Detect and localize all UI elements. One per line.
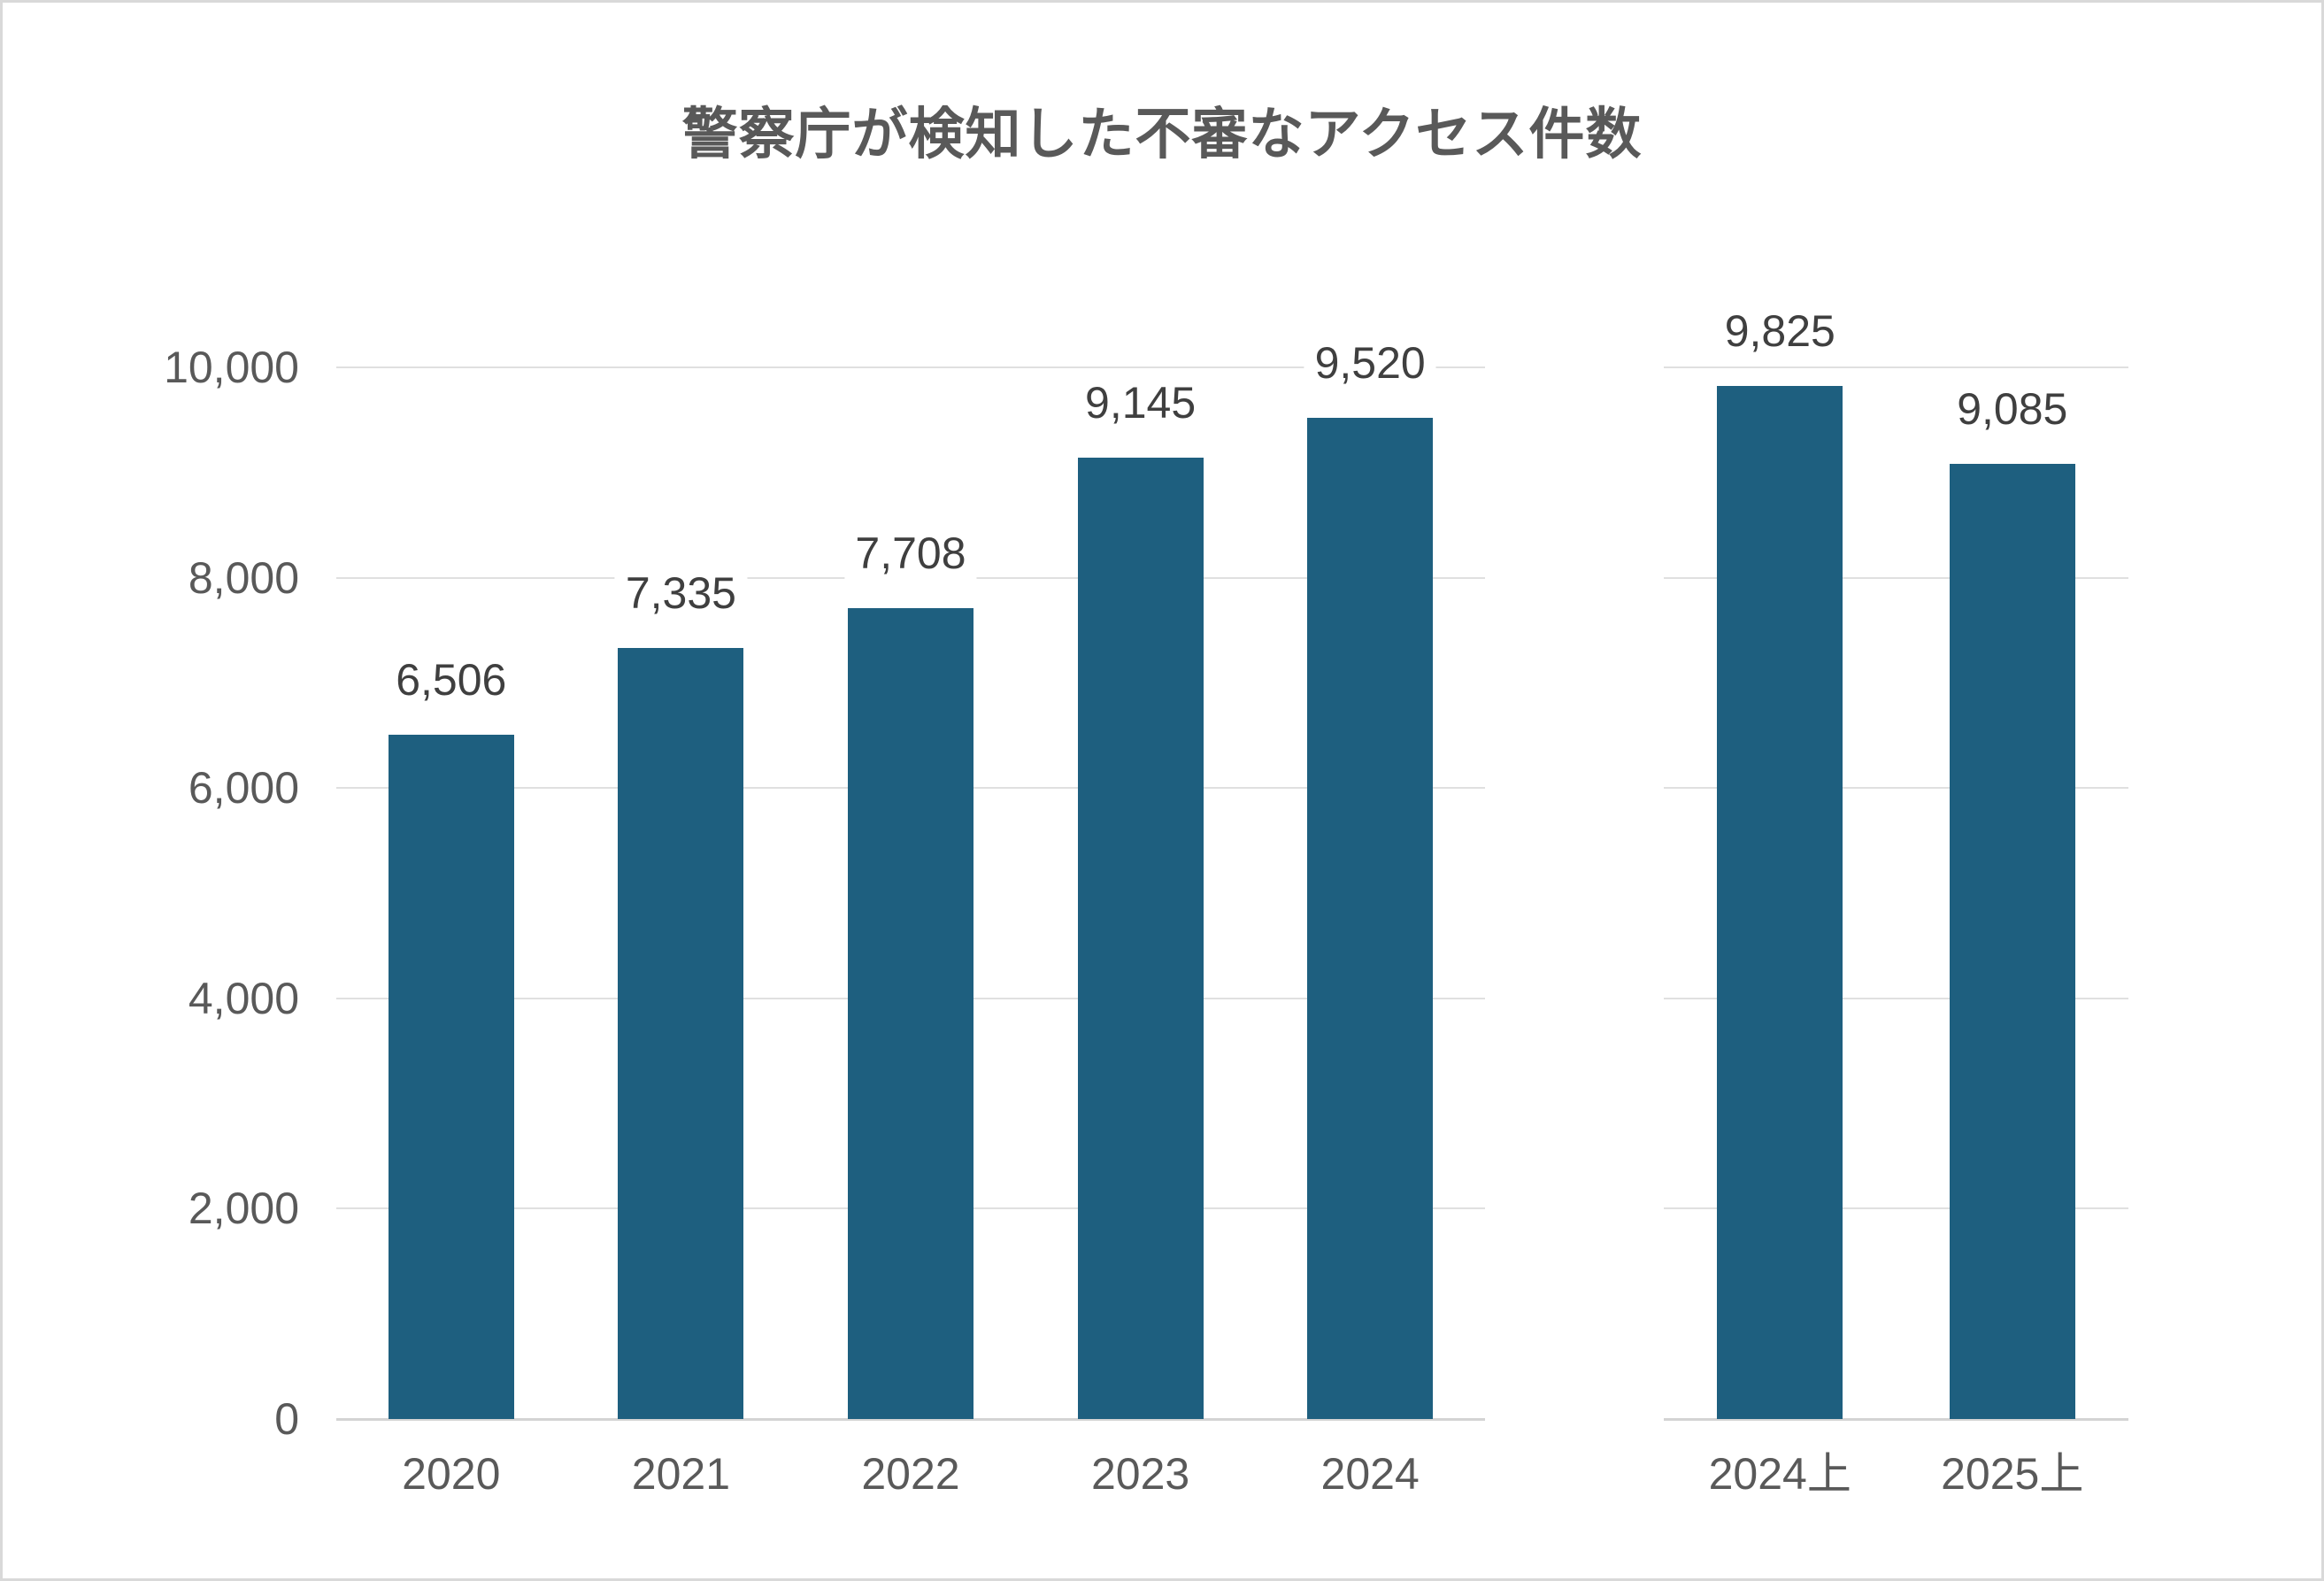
y-axis: 10,000 8,000 6,000 4,000 2,000 0 <box>3 3 304 1578</box>
y-tick-label: 2,000 <box>188 1184 299 1234</box>
category-slot-2024: 9,520 2024 <box>1255 333 1485 1499</box>
gridline <box>1664 1207 2128 1210</box>
x-axis-label: 2024 <box>1320 1449 1420 1499</box>
y-tick-label: 8,000 <box>188 552 299 603</box>
bar-value-label: 6,506 <box>385 650 518 711</box>
bar-value-label: 9,520 <box>1304 333 1436 394</box>
plot-area-first-half: 9,825 2024上 9,085 2025上 <box>1664 300 2129 1499</box>
bar-2024: 9,520 <box>1304 333 1436 1419</box>
bar-slots: 9,825 2024上 9,085 2025上 <box>1664 300 2129 1499</box>
bar-value-label: 7,335 <box>614 562 747 623</box>
category-slot-2020: 6,506 2020 <box>336 367 566 1499</box>
plot-area-annual: 6,506 2020 7,335 2021 7,708 2022 9,145 2023 9,52… <box>336 333 1485 1499</box>
gridline <box>1664 576 2128 579</box>
chart-title: 警察庁が検知した不審なアクセス件数 <box>681 104 1643 166</box>
bar-value-label: 9,825 <box>1713 300 1846 361</box>
x-axis-label: 2022 <box>861 1449 960 1499</box>
gridline <box>1664 787 2128 790</box>
bar-2022: 7,708 <box>844 523 977 1419</box>
x-axis-label: 2025上 <box>1941 1449 2084 1499</box>
y-tick-label: 4,000 <box>188 973 299 1023</box>
x-axis-label: 2021 <box>631 1449 730 1499</box>
gridline <box>1664 997 2128 999</box>
x-axis-line <box>1664 1418 2128 1421</box>
bar-2023: 9,145 <box>1074 372 1207 1419</box>
bar-2020: 6,506 <box>385 650 518 1419</box>
category-slot-2021: 7,335 2021 <box>566 367 796 1499</box>
bar-2021: 7,335 <box>614 562 747 1419</box>
bar-slots: 6,506 2020 7,335 2021 7,708 2022 9,145 2023 9,52… <box>336 333 1485 1499</box>
category-slot-2024上: 9,825 2024上 <box>1664 300 1897 1499</box>
bar-2024上: 9,825 <box>1713 300 1846 1419</box>
category-slot-2022: 7,708 2022 <box>796 367 1026 1499</box>
gridline <box>336 366 1485 368</box>
gridline <box>1664 366 2128 368</box>
y-tick-label: 0 <box>274 1394 299 1444</box>
bar-2025上: 9,085 <box>1946 378 2079 1419</box>
bar-value-label: 9,145 <box>1074 372 1207 433</box>
category-slot-2023: 9,145 2023 <box>1026 367 1256 1499</box>
x-axis-line <box>336 1418 1485 1421</box>
bar-value-label: 7,708 <box>844 523 977 584</box>
category-slot-2025上: 9,085 2025上 <box>1897 367 2129 1499</box>
y-tick-label: 6,000 <box>188 763 299 814</box>
x-axis-label: 2024上 <box>1708 1449 1851 1499</box>
y-tick-label: 10,000 <box>164 343 299 392</box>
x-axis-label: 2023 <box>1090 1449 1190 1499</box>
x-axis-label: 2020 <box>402 1449 501 1499</box>
bar-value-label: 9,085 <box>1946 378 2079 439</box>
